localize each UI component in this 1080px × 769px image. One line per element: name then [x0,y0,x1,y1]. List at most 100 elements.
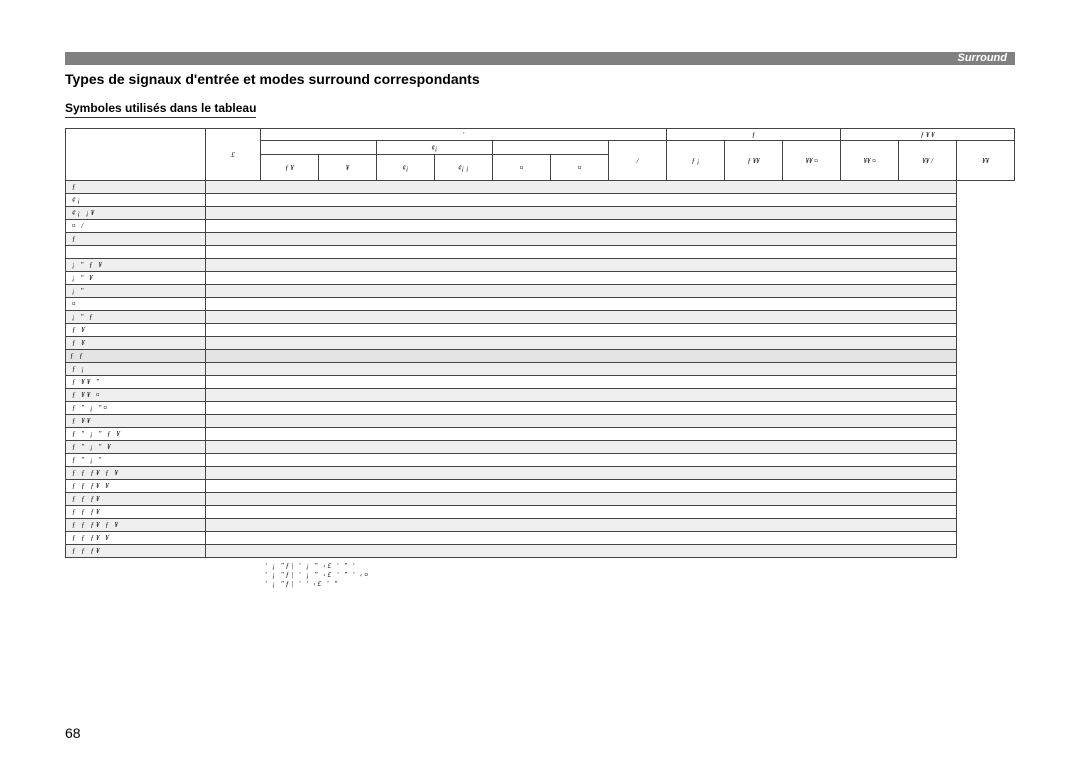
cell [609,298,667,311]
head-m2-1: ¥¥ / [899,141,957,181]
row-label: ¡ " ¥ [66,272,206,285]
cell [435,415,493,428]
cell [319,415,377,428]
cell [725,454,783,467]
row-label: ƒ ¥¥ " [66,376,206,389]
footnotes: ' ¡ "ƒ| ' ¡ " ‹£ ' " ' ' ¡ "ƒ| ' ¡ " ‹£ … [65,562,1015,589]
cell [841,363,899,376]
cell [899,233,957,246]
table-row: ¡ " ƒ ¥ [66,259,1015,272]
row-label: ƒ " ¡ "¤ [66,402,206,415]
cell [667,480,725,493]
cell [667,493,725,506]
cell [319,298,377,311]
cell [319,207,377,220]
cell [783,311,841,324]
cell [551,519,609,532]
row-label: ƒ ¥ [66,337,206,350]
row-label: ƒ " ¡ " [66,454,206,467]
cell [899,194,957,207]
cell [899,246,957,259]
cell [261,532,319,545]
cell [319,337,377,350]
cell [493,532,551,545]
cell [899,311,957,324]
cell [899,272,957,285]
cell [899,259,957,272]
row-label: ƒ ¥¥ ¤ [66,389,206,402]
row-label: ƒ [66,233,206,246]
row-label: ƒ " ¡ " ¥ [66,441,206,454]
row-label: ¤ / [66,220,206,233]
cell [435,363,493,376]
cell [725,272,783,285]
cell [493,493,551,506]
cell [899,428,957,441]
cell [899,454,957,467]
cell [493,454,551,467]
cell [319,363,377,376]
cell [493,389,551,402]
cell [783,363,841,376]
cell [841,246,899,259]
cell [319,532,377,545]
cell [725,363,783,376]
cell [206,389,261,402]
cell [899,441,957,454]
cell [783,467,841,480]
cell [551,311,609,324]
cell [261,519,319,532]
cell [725,441,783,454]
cell [377,493,435,506]
cell [667,363,725,376]
cell [493,324,551,337]
row-label: ƒ ƒ ƒ¥ [66,493,206,506]
cell [667,415,725,428]
row-label: ƒ ƒ ƒ¥ [66,506,206,519]
head-surround-group: ' [261,129,667,141]
cell [206,298,261,311]
cell [261,324,319,337]
cell [841,324,899,337]
cell [899,363,957,376]
table-body: ƒ¢¡¢¡ ¡¥ ¤ /ƒ¡ " ƒ ¥¡ " ¥¡ "¤¡ " ƒƒ ¥ ƒ … [66,181,1015,558]
cell [725,389,783,402]
cell [493,181,551,194]
cell [206,246,261,259]
cell [493,311,551,324]
cell [261,415,319,428]
head-surr-5: ¤ [551,155,609,181]
row-label: ¡ " ƒ [66,311,206,324]
head-surr-3: ¢¡ ¡ [435,155,493,181]
cell [667,181,725,194]
cell [377,220,435,233]
cell [319,467,377,480]
cell [319,272,377,285]
cell [725,376,783,389]
table-row: ƒ " ¡ " ¥ [66,441,1015,454]
table-row: ƒ ¥ [66,337,1015,350]
cell [783,259,841,272]
cell [206,506,261,519]
cell [493,441,551,454]
cell [841,493,899,506]
cell [725,480,783,493]
cell [493,415,551,428]
cell [435,337,493,350]
cell [841,337,899,350]
cell [783,480,841,493]
cell [435,454,493,467]
cell [609,376,667,389]
cell [206,519,261,532]
cell [206,402,261,415]
cell [841,441,899,454]
cell [841,480,899,493]
cell [435,480,493,493]
cell [609,272,667,285]
cell [725,428,783,441]
table-row: ƒ ¥¥ ¤ [66,389,1015,402]
cell [725,298,783,311]
cell [261,402,319,415]
cell [319,194,377,207]
cell [841,259,899,272]
